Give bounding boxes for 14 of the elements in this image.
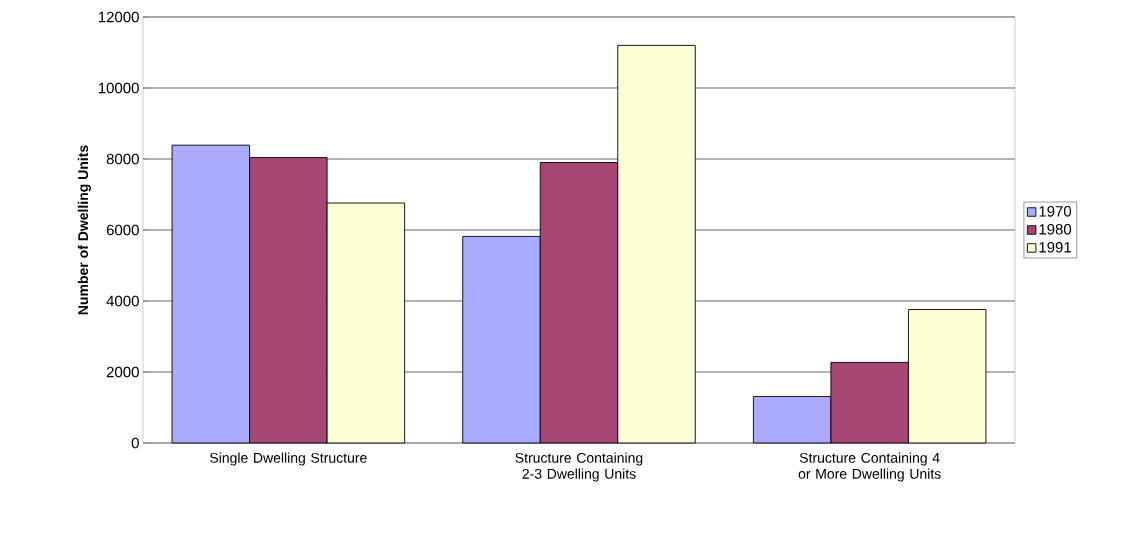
legend-label: 1970 xyxy=(1039,206,1072,217)
y-tick-label: 0 xyxy=(131,437,139,449)
y-tick-label: 10000 xyxy=(98,82,139,94)
legend-label: 1991 xyxy=(1039,241,1071,253)
y-axis-title: Number of Dwelling Units xyxy=(77,145,91,315)
x-tick-label: Structure Containing 4 or More Dwelling Units xyxy=(798,452,941,482)
y-tick-label: 2000 xyxy=(106,366,139,378)
y-tick-label: 8000 xyxy=(106,153,139,165)
x-tick-label: Structure Containing 2-3 Dwelling Units xyxy=(515,452,643,482)
y-tick-label: 12000 xyxy=(98,11,139,23)
x-tick-label: Single Dwelling Structure xyxy=(210,452,367,466)
y-tick-label: 4000 xyxy=(106,295,139,307)
legend-label: 1980 xyxy=(1039,224,1072,235)
y-tick-label: 6000 xyxy=(106,224,139,236)
